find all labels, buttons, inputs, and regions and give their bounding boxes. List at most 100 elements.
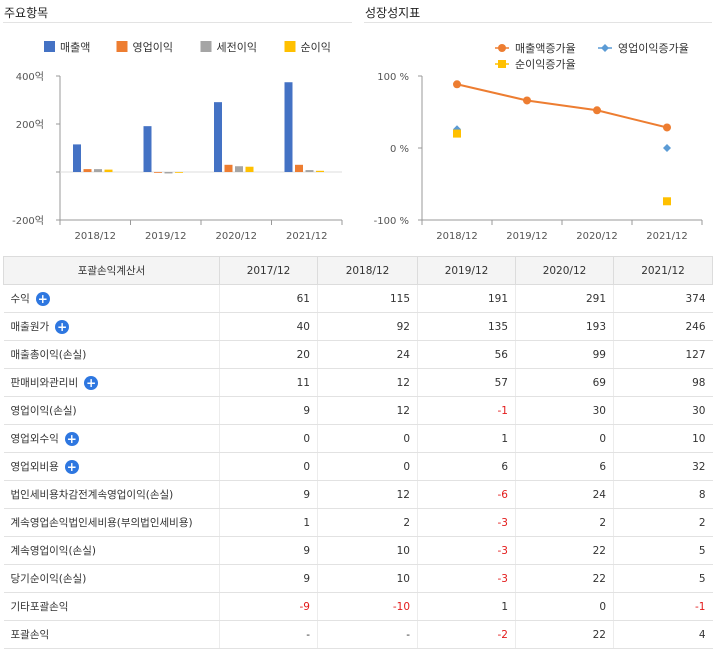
- value-cell: 8: [613, 480, 713, 509]
- table-row: 수익 +61 115 191 291 374: [3, 284, 713, 313]
- right-panel-title: 성장성지표: [365, 6, 421, 20]
- row-label: 영업외비용: [10, 461, 59, 473]
- value-cell: 69: [515, 368, 614, 397]
- bar: [104, 169, 113, 172]
- row-label: 계속영업이익(손실): [10, 545, 96, 557]
- row-label-cell: 영업외비용 +: [3, 452, 220, 481]
- value-cell: 9: [219, 480, 318, 509]
- bar: [245, 166, 254, 172]
- column-header: 2019/12: [417, 256, 516, 285]
- table-row: 계속영업손익법인세비용(부의법인세비용) 1 2 -3 2 2: [3, 508, 713, 537]
- left-panel-rule: [3, 22, 352, 23]
- x-tick-label: 2019/12: [145, 231, 187, 242]
- plus-circle-icon[interactable]: +: [55, 320, 70, 334]
- row-label-cell: 기타포괄손익: [3, 592, 220, 621]
- income-statement-table: 포괄손익계산서 2017/12 2018/12 2019/12 2020/12 2021/…: [3, 256, 713, 649]
- value-cell: 115: [317, 284, 418, 313]
- table-header-row: 포괄손익계산서 2017/12 2018/12 2019/12 2020/12 2021/…: [3, 256, 713, 285]
- column-header: 2017/12: [219, 256, 318, 285]
- value-cell: 24: [317, 340, 418, 369]
- value-cell: 12: [317, 480, 418, 509]
- value-cell: -6: [417, 480, 516, 509]
- y-tick-label: 100 %: [377, 72, 409, 83]
- legend-swatch: [116, 41, 128, 52]
- value-cell: 57: [417, 368, 516, 397]
- plus-circle-icon[interactable]: +: [35, 292, 50, 306]
- row-label: 영업이익(손실): [10, 405, 77, 417]
- bar: [235, 166, 243, 172]
- data-point: [593, 106, 601, 115]
- bar: [316, 170, 324, 172]
- value-cell: 30: [613, 396, 713, 425]
- plus-circle-icon[interactable]: +: [64, 460, 79, 474]
- row-label: 기타포괄손익: [10, 601, 69, 613]
- row-label: 법인세비용차감전계속영업이익(손실): [10, 489, 174, 501]
- value-cell: 24: [515, 480, 614, 509]
- data-point: [663, 197, 671, 206]
- y-tick-label: -100 %: [374, 216, 409, 227]
- legend-label: 순이익: [301, 41, 331, 54]
- legend-swatch: [44, 41, 55, 52]
- value-cell: 127: [613, 340, 713, 369]
- value-cell: 5: [613, 536, 713, 565]
- row-label: 매출원가: [10, 321, 50, 333]
- row-label-cell: 수익 +: [3, 284, 220, 313]
- value-cell: -10: [317, 592, 418, 621]
- legend-label: 순이익증가율: [515, 58, 576, 71]
- value-cell: 9: [219, 536, 318, 565]
- x-tick-label: 2021/12: [286, 231, 328, 242]
- row-label: 계속영업손익법인세비용(부의법인세비용): [10, 517, 193, 529]
- data-point: [453, 80, 461, 89]
- legend-label: 영업이익증가율: [618, 42, 689, 55]
- value-cell: 374: [613, 284, 713, 313]
- value-cell: 0: [219, 452, 318, 481]
- bar: [305, 170, 314, 172]
- table-row: 법인세비용차감전계속영업이익(손실) 9 12 -6 24 8: [3, 480, 713, 509]
- legend-label: 세전이익: [217, 41, 257, 54]
- series-line: [456, 83, 668, 129]
- row-label-cell: 매출원가 +: [3, 312, 220, 341]
- row-label-cell: 당기순이익(손실): [3, 564, 220, 593]
- legend-swatch: [284, 41, 296, 52]
- data-point: [663, 144, 671, 152]
- legend-marker: [498, 60, 506, 68]
- value-cell: 98: [613, 368, 713, 397]
- value-cell: 2: [317, 508, 418, 537]
- bar: [214, 102, 222, 172]
- bar: [143, 126, 152, 172]
- value-cell: 20: [219, 340, 318, 369]
- plus-circle-icon[interactable]: +: [64, 432, 79, 446]
- value-cell: 6: [515, 452, 614, 481]
- value-cell: 32: [613, 452, 713, 481]
- row-label: 판매비와관리비: [10, 377, 79, 389]
- row-label: 수익: [10, 293, 30, 305]
- value-cell: 92: [317, 312, 418, 341]
- value-cell: -1: [613, 592, 713, 621]
- row-label-cell: 매출총이익(손실): [3, 340, 220, 369]
- table-row: 매출원가 +40 92 135 193 246: [3, 312, 713, 341]
- row-label-cell: 계속영업손익법인세비용(부의법인세비용): [3, 508, 220, 537]
- row-label-cell: 계속영업이익(손실): [3, 536, 220, 565]
- data-point: [663, 123, 671, 132]
- x-tick-label: 2018/12: [436, 231, 478, 242]
- column-header: 2020/12: [515, 256, 614, 285]
- value-cell: 2: [613, 508, 713, 537]
- bar: [94, 169, 102, 172]
- bar: [73, 144, 81, 172]
- value-cell: 9: [219, 564, 318, 593]
- x-tick-label: 2018/12: [74, 231, 116, 242]
- value-cell: -9: [219, 592, 318, 621]
- value-cell: -1: [417, 396, 516, 425]
- value-cell: 6: [417, 452, 516, 481]
- value-cell: 10: [613, 424, 713, 453]
- bar: [164, 172, 173, 174]
- data-point: [523, 96, 531, 105]
- plus-circle-icon[interactable]: +: [84, 376, 99, 390]
- left-panel-title: 주요항목: [4, 6, 49, 20]
- value-cell: 11: [219, 368, 318, 397]
- table-row: 매출총이익(손실) 20 24 56 99 127: [3, 340, 713, 369]
- table-row: 기타포괄손익 -9 -10 1 0 -1: [3, 592, 713, 621]
- y-tick-label: 0 %: [390, 144, 409, 155]
- value-cell: 40: [219, 312, 318, 341]
